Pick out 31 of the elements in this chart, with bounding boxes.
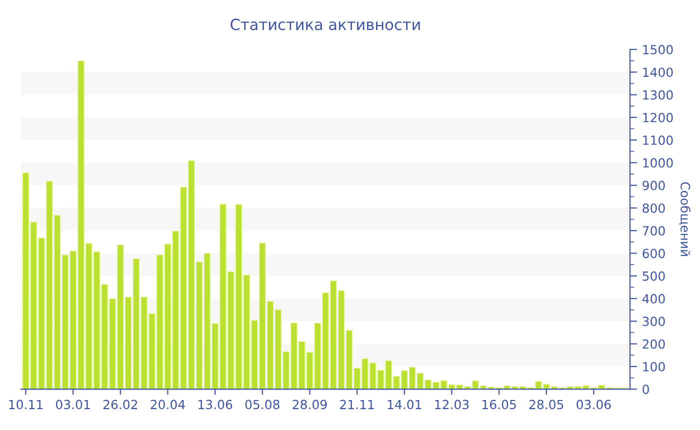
y-tick-label: 1300 (643, 90, 673, 100)
x-tick-label: 28.09 (292, 400, 327, 410)
y-tick-label: 1400 (643, 68, 673, 78)
y-tick-label: 700 (642, 226, 665, 236)
y-tick-label: 1500 (643, 44, 673, 54)
y-tick-label: 400 (642, 294, 665, 304)
chart-title: Статистика активности (230, 18, 420, 30)
y-tick-label: 600 (642, 248, 665, 258)
y-tick-label: 1000 (643, 158, 673, 168)
x-tick-label: 16.05 (482, 400, 516, 410)
x-tick-label: 26.02 (103, 400, 138, 410)
x-tick-label: 05.08 (245, 400, 280, 410)
y-tick-label: 0 (642, 384, 649, 394)
y-tick-label: 800 (642, 203, 665, 213)
y-tick-label: 200 (642, 339, 665, 349)
x-tick-label: 12.03 (435, 400, 469, 410)
y-tick-label: 1200 (643, 112, 673, 122)
y-tick-label: 900 (642, 180, 665, 190)
x-tick-label: 14.01 (388, 400, 422, 410)
x-tick-label: 03.01 (56, 400, 90, 410)
y-tick-label: 1100 (643, 136, 673, 145)
x-tick-label: 13.06 (198, 400, 232, 410)
x-tick-label: 28.05 (529, 400, 564, 410)
x-tick-label: 20.04 (150, 400, 185, 410)
x-tick-label: 03.06 (576, 400, 611, 410)
y-tick-label: 500 (642, 271, 665, 281)
x-tick-label: 21.11 (340, 400, 374, 410)
y-tick-label: 100 (643, 362, 665, 372)
y-axis-title: Сообщений (679, 182, 690, 256)
x-tick-label: 10.11 (9, 400, 42, 410)
y-tick-label: 300 (642, 316, 665, 326)
